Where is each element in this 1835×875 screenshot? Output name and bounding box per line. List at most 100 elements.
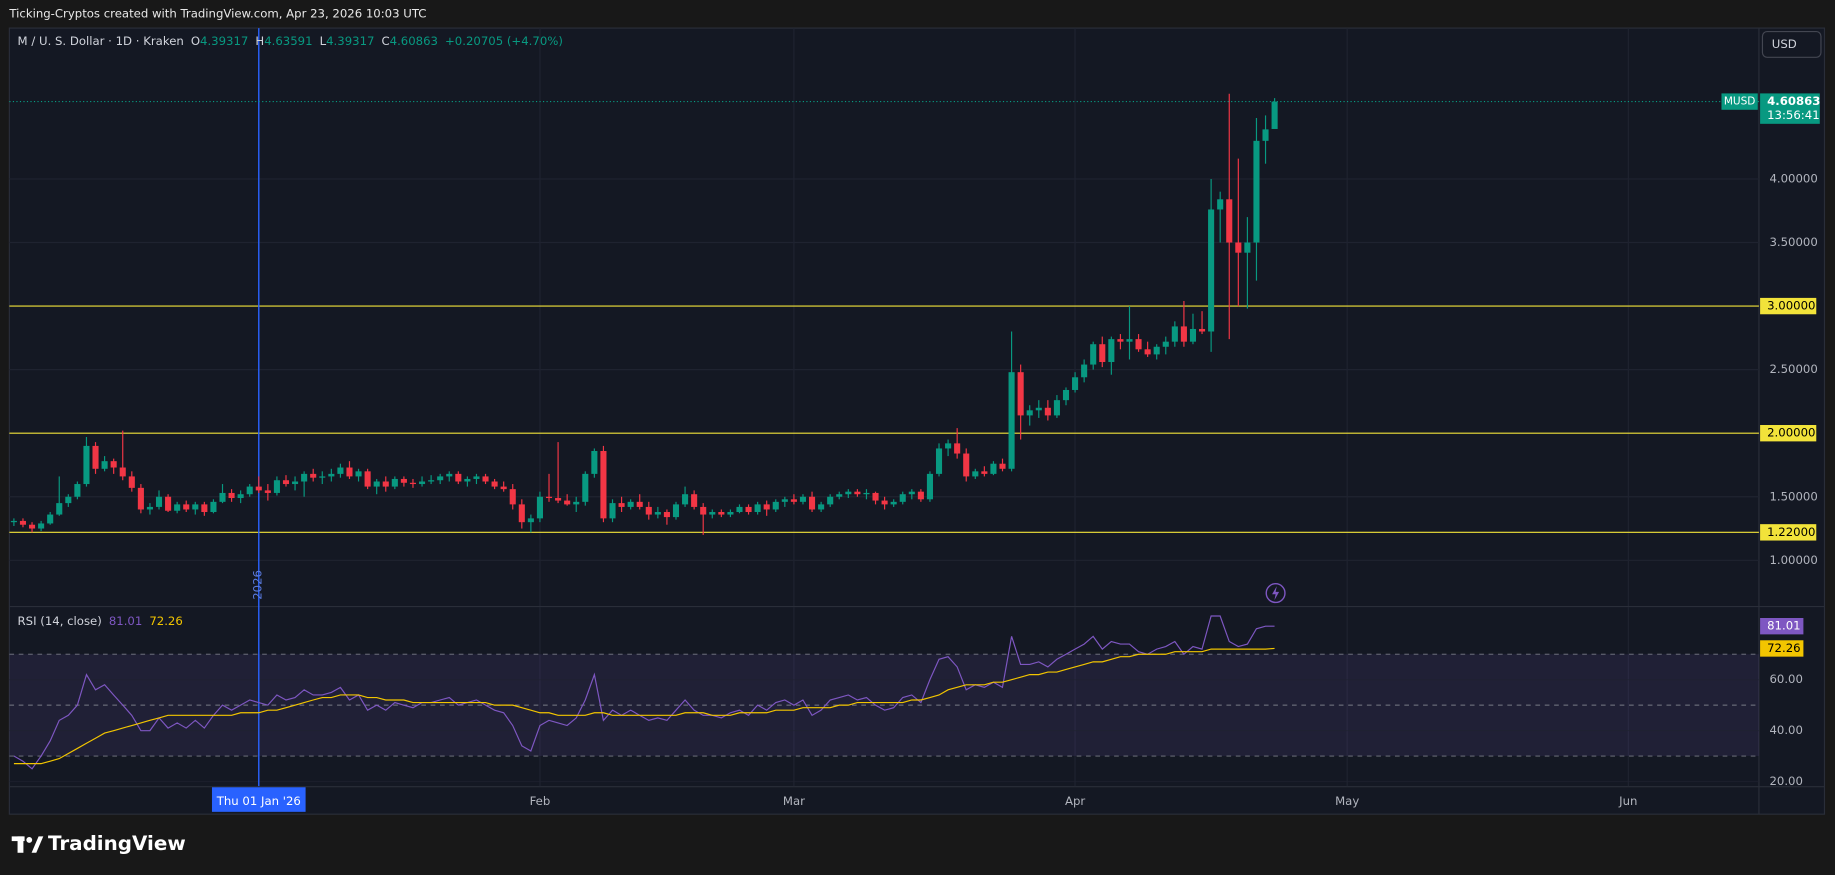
candle-body xyxy=(264,490,271,493)
candle-body xyxy=(491,481,498,487)
x-tick-label: Thu 01 Jan '26 xyxy=(216,794,301,808)
candle-body xyxy=(890,501,897,505)
candle-body xyxy=(682,494,689,505)
x-tick-label: May xyxy=(1335,794,1359,808)
candle-body xyxy=(627,501,634,507)
y-tick-label: 2.50000 xyxy=(1769,362,1817,376)
candle-body xyxy=(718,512,725,515)
candle-body xyxy=(101,461,108,469)
candle-body xyxy=(455,473,462,482)
candle-body xyxy=(954,443,961,454)
candle-body xyxy=(1008,372,1015,469)
y-tick-label: 3.50000 xyxy=(1769,235,1817,249)
candle-body xyxy=(845,491,852,495)
rsi-tag xyxy=(1760,640,1804,657)
alert-icon[interactable] xyxy=(1265,583,1286,604)
candle-body xyxy=(536,496,543,519)
candle-body xyxy=(1090,344,1097,365)
candle-body xyxy=(827,496,834,505)
y-tick-label: 40.00 xyxy=(1769,723,1802,737)
candle-body xyxy=(1126,339,1133,342)
legend-key: C xyxy=(381,33,389,47)
candle-body xyxy=(65,496,72,504)
candle-body xyxy=(237,494,244,499)
legend-key: O xyxy=(191,33,200,47)
candle-body xyxy=(1244,242,1251,253)
candle-body xyxy=(174,504,181,511)
alert-circle[interactable] xyxy=(1265,583,1286,604)
candle-body xyxy=(38,523,45,529)
rsi-tag-label: 81.01 xyxy=(1767,619,1800,633)
chart-area xyxy=(8,27,1826,815)
x-tick-highlight xyxy=(211,787,306,812)
candle-body xyxy=(19,520,27,525)
legend-key: L xyxy=(320,33,327,47)
candle-body xyxy=(600,450,607,519)
candle-body xyxy=(255,486,262,491)
candle-body xyxy=(709,512,716,515)
candle-body xyxy=(1262,129,1269,141)
candle-body xyxy=(818,504,825,510)
candle-body xyxy=(373,481,380,487)
candle-body xyxy=(972,471,979,477)
candle-body xyxy=(192,504,199,510)
level-label: 1.22000 xyxy=(1767,525,1815,539)
candle-body xyxy=(119,467,126,477)
candle-body xyxy=(1044,407,1051,416)
level-label: 2.00000 xyxy=(1767,426,1815,440)
candle-body xyxy=(917,491,924,500)
candle-body xyxy=(1035,407,1042,411)
candle-body xyxy=(47,514,54,524)
candle-body xyxy=(1208,209,1215,332)
candle-body xyxy=(618,503,625,507)
countdown-label: 13:56:41 xyxy=(1767,108,1820,122)
rsi-line xyxy=(13,647,1275,765)
candle-body xyxy=(500,486,507,490)
rsi-title: RSI (14, close) xyxy=(18,614,102,628)
candle-body xyxy=(74,484,81,497)
x-tick-label: Jun xyxy=(1618,794,1637,808)
candle-body xyxy=(328,473,335,477)
x-tick-label: Feb xyxy=(530,794,551,808)
candle-body xyxy=(128,476,135,488)
candle-body xyxy=(137,487,144,510)
candle-body xyxy=(881,500,888,505)
candle-body xyxy=(319,476,326,478)
legend-value: 4.39317 xyxy=(326,33,374,47)
credit: Ticking-Cryptos created with TradingView… xyxy=(8,7,426,21)
candle-body xyxy=(763,504,770,510)
level-tag xyxy=(1760,524,1817,541)
candle-body xyxy=(1171,326,1178,342)
price-label: 4.60863 xyxy=(1767,94,1820,108)
candle-body xyxy=(736,506,743,513)
candle-body xyxy=(935,448,943,474)
candle-body xyxy=(446,473,453,477)
candle-body xyxy=(790,499,797,502)
candle-body xyxy=(92,445,99,469)
candle-body xyxy=(808,496,816,510)
candle-body xyxy=(636,501,643,507)
candle-body xyxy=(337,467,344,474)
candle-body xyxy=(1180,326,1187,342)
candle-body xyxy=(781,499,788,502)
currency-button[interactable] xyxy=(1761,30,1822,58)
candle-body xyxy=(437,476,444,481)
candle-body xyxy=(1017,372,1024,416)
candle-body xyxy=(382,481,389,487)
candle-body xyxy=(10,520,17,523)
y-tick-label: 1.00000 xyxy=(1769,553,1817,567)
x-tick-label: Apr xyxy=(1065,794,1085,808)
marker-label: 2026 xyxy=(251,570,265,600)
alert-bolt[interactable] xyxy=(1272,586,1280,601)
candle-body xyxy=(146,506,153,510)
logo-icon xyxy=(17,836,24,853)
candle-body xyxy=(854,491,861,495)
candle-body xyxy=(246,486,253,495)
rsi-legend-value: 72.26 xyxy=(149,614,182,628)
currency[interactable]: USD xyxy=(1772,37,1797,51)
candle-body xyxy=(926,473,933,500)
rsi-tag-label: 72.26 xyxy=(1767,641,1800,655)
candle-body xyxy=(591,450,598,474)
candle-body xyxy=(1026,410,1033,416)
